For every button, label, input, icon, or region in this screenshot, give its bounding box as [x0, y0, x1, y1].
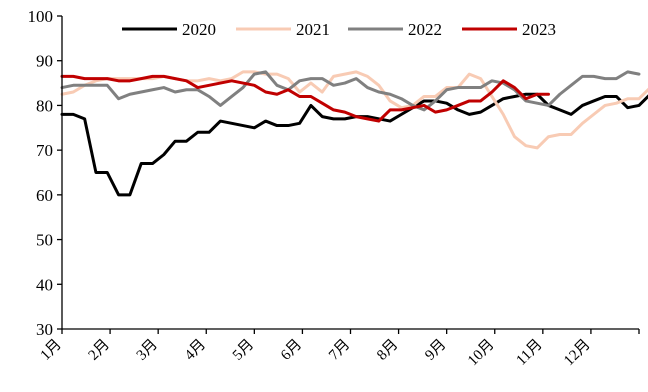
y-tick-label: 100	[28, 7, 54, 26]
x-tick-label: 11月	[514, 337, 546, 369]
x-tick-label: 1月	[38, 337, 65, 364]
x-tick-label: 5月	[230, 337, 257, 364]
y-tick-label: 60	[36, 186, 53, 205]
y-tick-label: 70	[36, 141, 53, 160]
x-tick-label: 2月	[86, 337, 113, 364]
x-tick-label: 3月	[134, 337, 161, 364]
series-line-2022	[60, 70, 641, 112]
legend-label-2020: 2020	[182, 20, 216, 39]
x-tick-label: 4月	[182, 337, 209, 364]
x-tick-label: 12月	[561, 337, 594, 370]
axes: 30 40 50 60 70 80 90 100 1月 2月 3月 4月 5月 6月 7月 8月 9月 10月 11…	[28, 7, 640, 369]
y-tick-label: 90	[36, 52, 53, 71]
x-tick-label: 7月	[326, 337, 353, 364]
legend: 2020 2021 2022 2023	[122, 20, 556, 39]
series-line-2020	[60, 92, 648, 197]
series-line-2023	[60, 74, 550, 123]
x-tick-label: 9月	[422, 337, 449, 364]
y-tick-label: 80	[36, 96, 53, 115]
y-tick-label: 30	[36, 320, 53, 339]
series-lines	[60, 70, 648, 197]
y-tick-label: 50	[36, 231, 53, 250]
x-tick-label: 10月	[465, 337, 498, 370]
legend-label-2022: 2022	[408, 20, 442, 39]
legend-label-2023: 2023	[522, 20, 556, 39]
x-tick-label: 6月	[278, 337, 305, 364]
y-tick-label: 40	[36, 275, 53, 294]
x-tick-label: 8月	[374, 337, 401, 364]
legend-label-2021: 2021	[296, 20, 330, 39]
